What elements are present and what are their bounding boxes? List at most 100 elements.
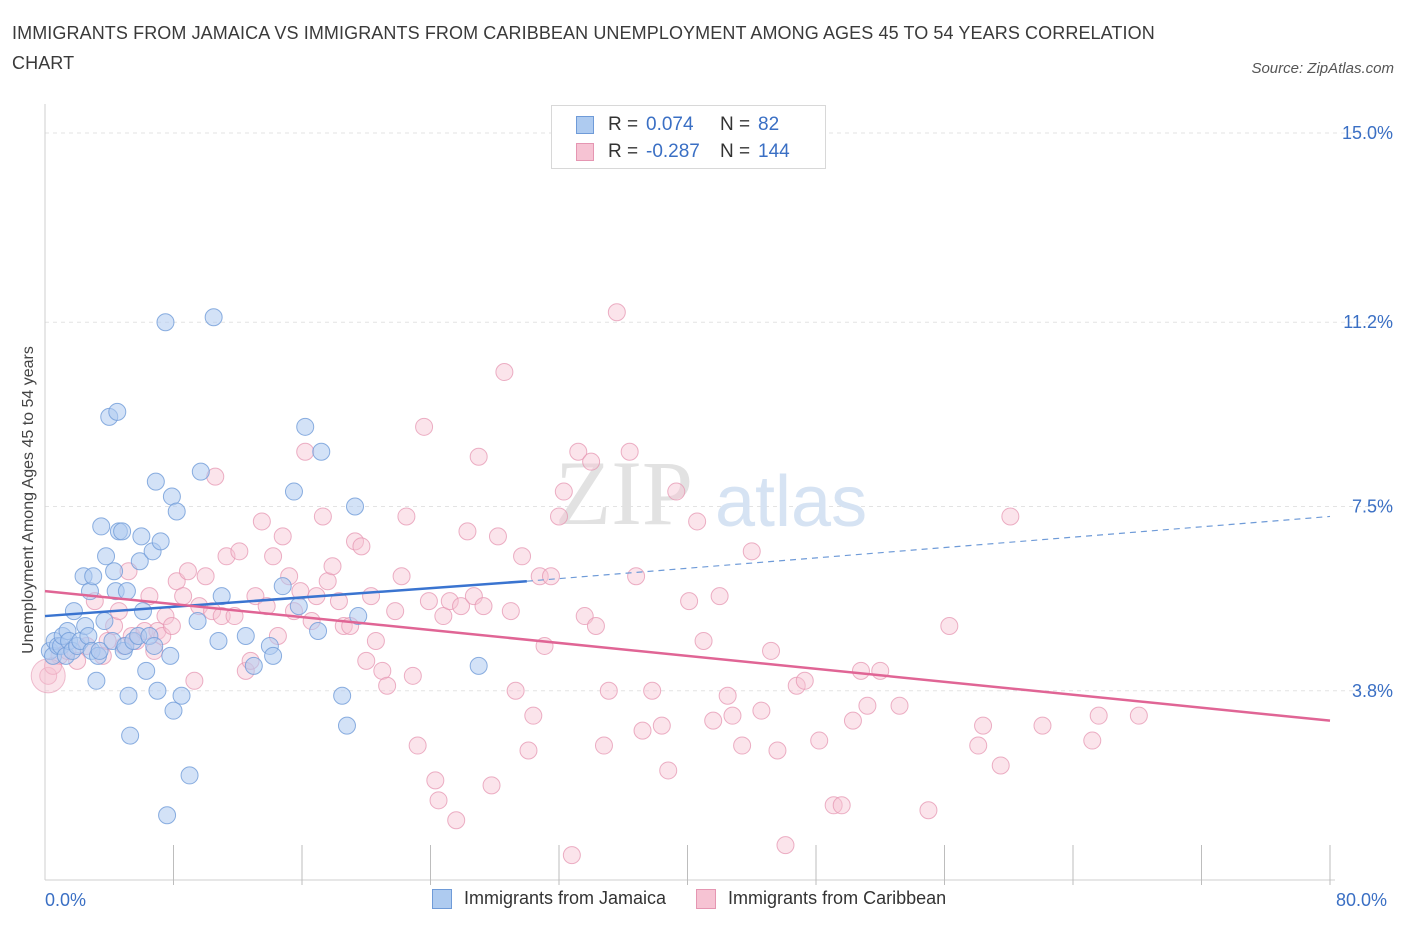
point-caribbean — [582, 452, 601, 471]
point-jamaica — [180, 766, 199, 785]
point-jamaica — [264, 646, 283, 665]
point-jamaica — [119, 686, 138, 705]
point-caribbean — [974, 716, 993, 735]
point-caribbean — [419, 592, 438, 611]
point-caribbean — [627, 567, 646, 586]
point-caribbean — [524, 706, 543, 725]
point-jamaica — [105, 562, 124, 581]
point-caribbean — [506, 681, 525, 700]
point-caribbean — [513, 547, 532, 566]
point-caribbean — [694, 631, 713, 650]
bottom-legend-caribbean: Immigrants from Caribbean — [696, 888, 946, 909]
point-jamaica — [191, 462, 210, 481]
point-caribbean — [1001, 507, 1020, 526]
point-caribbean — [352, 537, 371, 556]
point-jamaica — [84, 567, 103, 586]
point-caribbean — [313, 507, 332, 526]
point-jamaica — [108, 402, 127, 421]
point-caribbean — [890, 696, 909, 715]
point-caribbean — [273, 527, 292, 546]
point-jamaica — [204, 308, 223, 327]
point-jamaica — [97, 547, 116, 566]
point-caribbean — [858, 696, 877, 715]
trend-lines — [44, 515, 1331, 722]
point-caribbean — [501, 602, 520, 621]
point-caribbean — [652, 716, 671, 735]
point-caribbean — [1129, 706, 1148, 725]
x-tick-label-min: 0.0% — [45, 890, 87, 910]
point-caribbean — [541, 567, 560, 586]
point-jamaica — [172, 686, 191, 705]
point-jamaica — [312, 442, 331, 461]
point-caribbean — [469, 447, 488, 466]
point-caribbean — [464, 587, 483, 606]
point-caribbean — [594, 736, 613, 755]
point-caribbean — [586, 617, 605, 636]
point-jamaica — [121, 726, 140, 745]
point-jamaica — [133, 602, 152, 621]
point-jamaica — [79, 626, 98, 645]
point-caribbean — [575, 607, 594, 626]
point-caribbean — [474, 597, 493, 616]
trend-line-caribbean — [44, 589, 1331, 722]
point-caribbean — [762, 641, 781, 660]
point-caribbean — [378, 676, 397, 695]
y-tick-label: 3.8% — [1352, 681, 1393, 701]
point-jamaica — [130, 552, 149, 571]
point-jamaica — [164, 701, 183, 720]
point-caribbean — [795, 671, 814, 690]
point-jamaica — [156, 313, 175, 332]
legend-n-label: N = — [720, 141, 751, 162]
trend-line-jamaica-extension — [526, 515, 1331, 582]
point-caribbean — [362, 587, 381, 606]
point-jamaica — [145, 636, 164, 655]
point-caribbean — [742, 542, 761, 561]
point-jamaica — [161, 646, 180, 665]
point-caribbean — [434, 607, 453, 626]
point-caribbean — [230, 542, 249, 561]
point-jamaica — [337, 716, 356, 735]
point-caribbean — [776, 836, 795, 855]
point-caribbean — [843, 711, 862, 730]
legend-n-label: N = — [720, 114, 751, 135]
point-caribbean — [357, 651, 376, 670]
point-caribbean — [768, 741, 787, 760]
point-caribbean — [429, 791, 448, 810]
point-caribbean — [252, 512, 271, 531]
gridlines — [45, 132, 1392, 692]
point-caribbean — [458, 522, 477, 541]
point-caribbean — [550, 507, 568, 526]
point-caribbean — [940, 617, 959, 636]
watermark-atlas: atlas — [715, 462, 867, 542]
point-jamaica — [64, 602, 83, 621]
point-jamaica — [469, 656, 488, 675]
point-caribbean — [1083, 731, 1102, 750]
point-jamaica — [95, 612, 114, 631]
series-caribbean-points — [30, 303, 1148, 865]
point-caribbean — [174, 587, 193, 606]
point-caribbean — [452, 597, 471, 616]
point-caribbean — [810, 731, 829, 750]
point-caribbean — [397, 507, 416, 526]
watermark-zip: ZIP — [555, 442, 693, 544]
legend-swatch-jamaica — [576, 116, 594, 134]
point-caribbean — [599, 681, 618, 700]
point-jamaica — [289, 597, 308, 616]
point-jamaica — [296, 417, 315, 436]
y-tick-label: 7.5% — [1352, 497, 1393, 517]
point-caribbean — [167, 572, 186, 591]
point-caribbean — [488, 527, 507, 546]
trend-line-jamaica — [44, 579, 527, 618]
point-caribbean — [851, 661, 870, 680]
point-jamaica — [284, 482, 303, 501]
point-caribbean — [366, 631, 385, 650]
y-axis-label: Unemployment Among Ages 45 to 54 years — [20, 346, 37, 654]
legend-row-jamaica: R = 0.074 N = 82 — [576, 112, 798, 138]
point-caribbean — [554, 482, 573, 501]
point-caribbean — [718, 686, 737, 705]
point-jamaica — [209, 631, 228, 650]
legend-r-value: -0.287 — [646, 141, 700, 162]
point-caribbean — [633, 721, 652, 740]
y-tick-labels: 3.8% 7.5% 11.2% 15.0% — [1342, 123, 1393, 701]
point-caribbean — [440, 592, 459, 611]
